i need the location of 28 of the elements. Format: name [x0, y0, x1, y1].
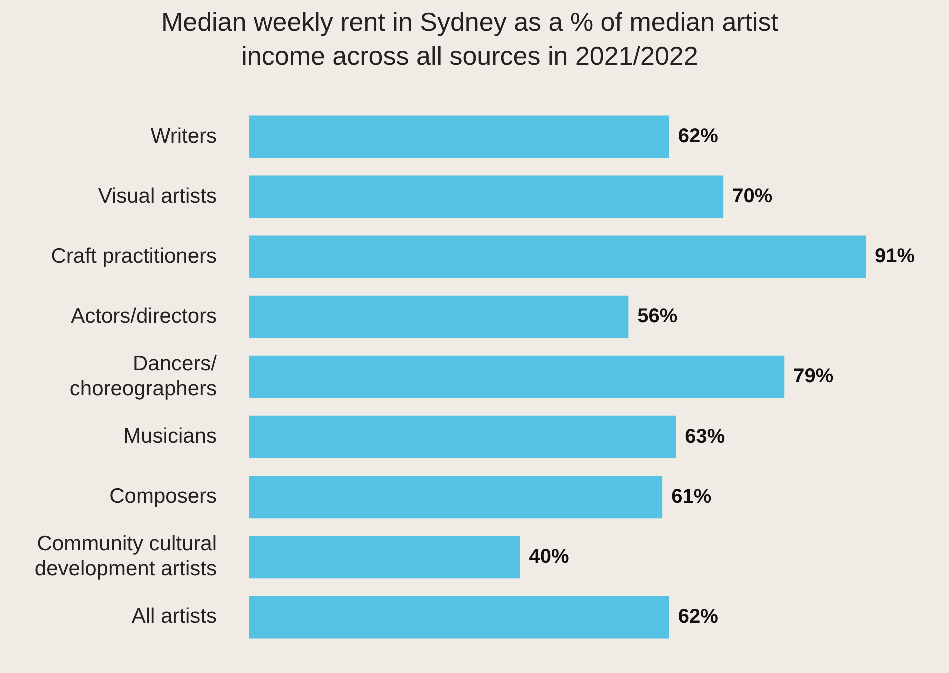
bar — [249, 416, 676, 459]
data-label: 63% — [685, 426, 726, 448]
bar — [249, 296, 629, 338]
bar — [249, 176, 724, 218]
data-label: 40% — [529, 546, 570, 568]
y-tick-label: Dancers/choreographers — [70, 352, 218, 401]
chart-title: Median weekly rent in Sydney as a % of median artist income across all sources in 2021/2022 — [160, 6, 780, 73]
y-tick-label: All artists — [132, 605, 217, 628]
bar — [249, 356, 785, 399]
y-tick-label: Community cultural development artists — [34, 532, 217, 581]
data-label: 70% — [732, 186, 773, 208]
bar — [249, 476, 663, 519]
y-tick-label: Composers — [110, 485, 217, 508]
data-label: 91% — [874, 246, 916, 268]
bar — [249, 536, 520, 579]
bar — [249, 236, 866, 278]
y-tick-label: Visual artists — [98, 184, 217, 208]
bar — [249, 116, 670, 158]
data-label: 56% — [638, 306, 678, 328]
y-tick-label: Musicians — [124, 425, 217, 448]
bar — [249, 596, 670, 639]
y-tick-label: Craft practitioners — [51, 244, 217, 268]
y-tick-label: Actors/directors — [71, 304, 217, 328]
data-label: 62% — [678, 126, 719, 148]
y-tick-label: Writers — [150, 124, 217, 148]
data-label: 79% — [794, 366, 834, 388]
data-label: 62% — [678, 606, 719, 628]
data-label: 61% — [672, 486, 712, 508]
